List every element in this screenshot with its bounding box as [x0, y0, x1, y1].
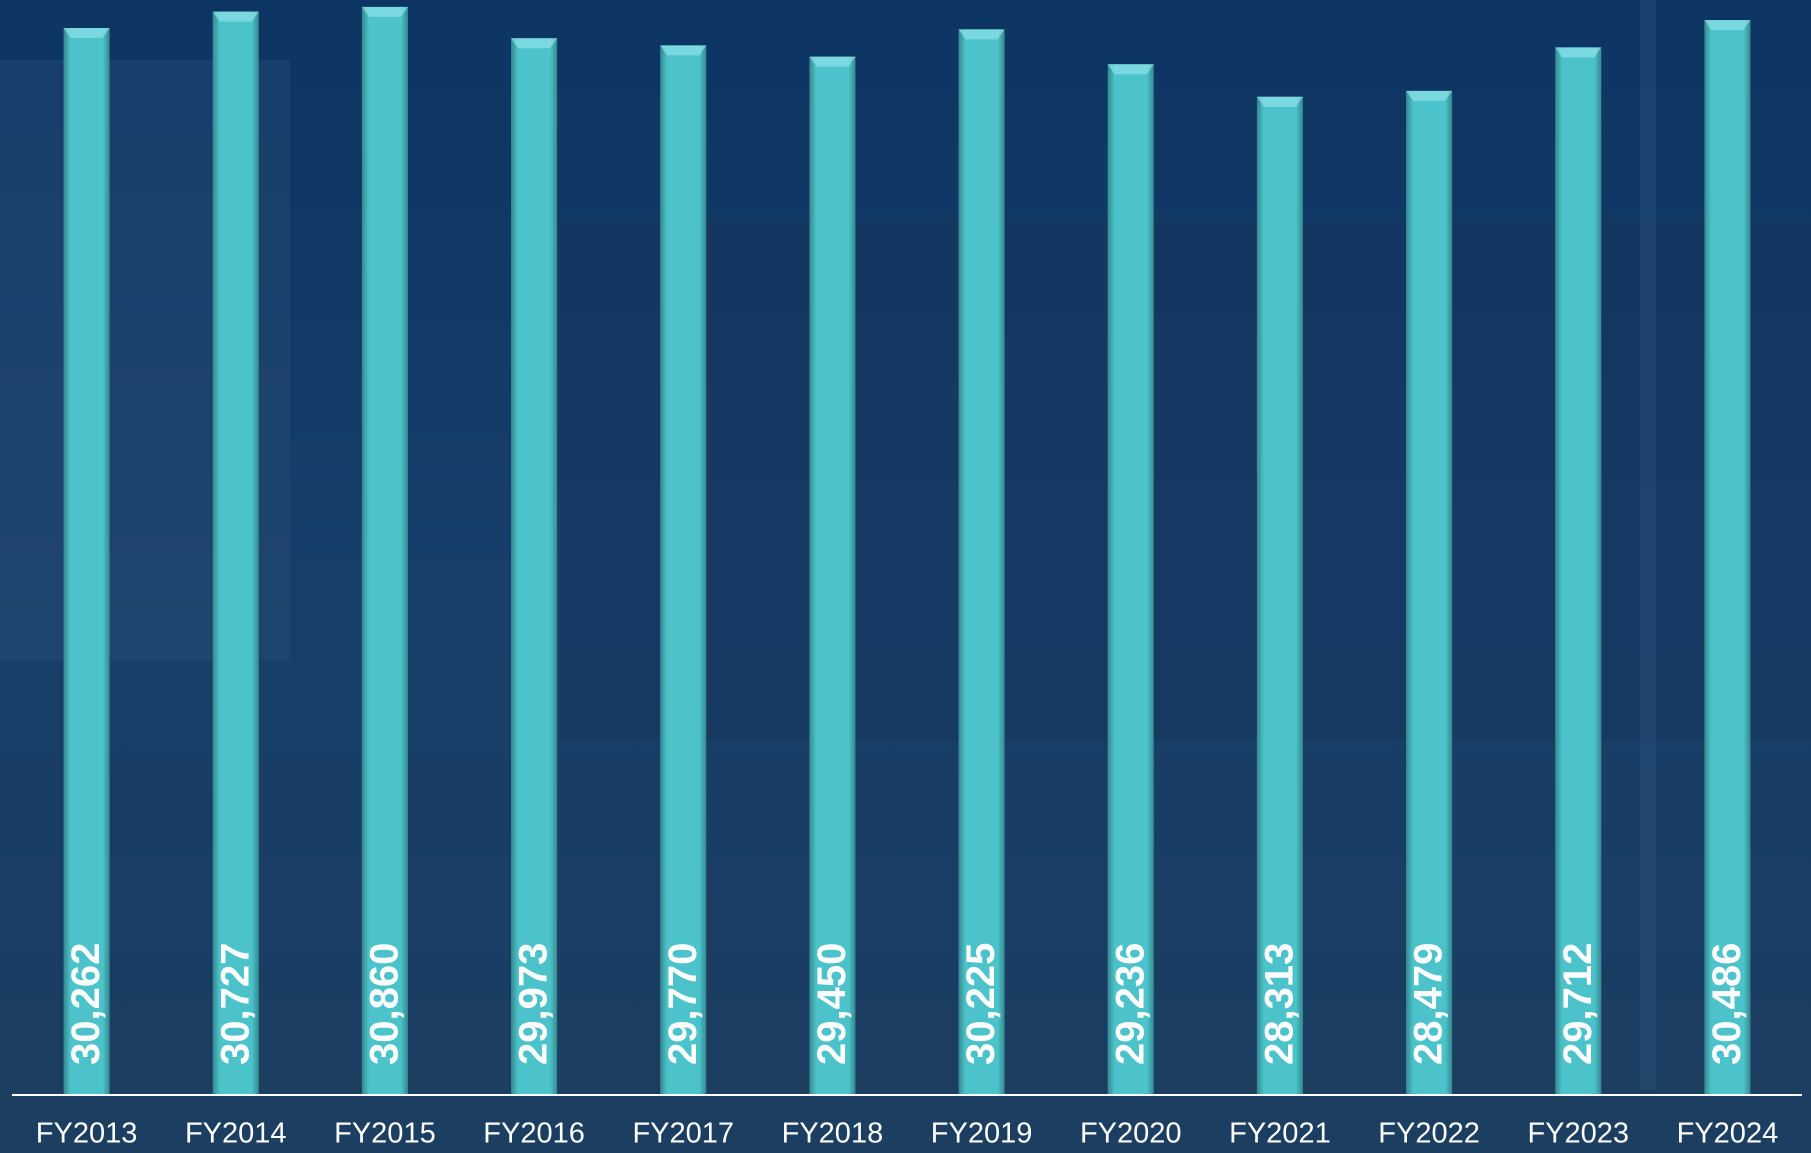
x-tick-label: FY2014 [185, 1118, 287, 1150]
x-tick-label: FY2013 [36, 1118, 138, 1150]
value-label: 30,727 [213, 943, 257, 1065]
x-tick-label: FY2020 [1080, 1118, 1182, 1150]
value-label: 29,450 [810, 943, 854, 1065]
x-tick-label: FY2017 [632, 1118, 734, 1150]
bar-shade [511, 38, 557, 1095]
bar-shade [213, 12, 259, 1095]
value-label: 29,712 [1556, 943, 1600, 1065]
x-tick-label: FY2018 [782, 1118, 884, 1150]
page: 30,262 FY2013 30,727 FY2014 30,860 FY2015 29,9… [0, 0, 1811, 1153]
value-label: 29,236 [1108, 943, 1152, 1065]
bar-bevel [660, 45, 706, 55]
bar-shade [660, 45, 706, 1095]
value-label: 28,313 [1257, 943, 1301, 1065]
bar-shade [1108, 64, 1154, 1095]
x-tick-label: FY2021 [1229, 1118, 1331, 1150]
chart: 30,262 FY2013 30,727 FY2014 30,860 FY2015 29,9… [0, 0, 1811, 1153]
value-label: 29,973 [512, 943, 556, 1065]
x-tick-label: FY2019 [931, 1118, 1033, 1150]
value-label: 30,486 [1705, 943, 1749, 1065]
x-tick-label: FY2024 [1677, 1118, 1779, 1150]
bar-shade [362, 7, 408, 1095]
bar-shade [64, 28, 110, 1095]
bar-bevel [213, 12, 259, 22]
value-label: 28,479 [1407, 943, 1451, 1065]
bar-shade [959, 29, 1005, 1095]
bar-bevel [511, 38, 557, 48]
background-pole [1640, 0, 1656, 1090]
bar-bevel [959, 29, 1005, 39]
x-tick-label: FY2023 [1527, 1118, 1629, 1150]
bar-shade [1555, 47, 1601, 1095]
value-label: 30,860 [362, 943, 406, 1065]
value-label: 29,770 [661, 943, 705, 1065]
bar-bevel [64, 28, 110, 38]
bar-bevel [1257, 97, 1303, 107]
x-tick-label: FY2015 [334, 1118, 436, 1150]
value-label: 30,225 [959, 943, 1003, 1065]
bar-shade [809, 57, 855, 1095]
bar-shade [1704, 20, 1750, 1095]
bar-bevel [1555, 47, 1601, 57]
bar-bevel [1108, 64, 1154, 74]
x-tick-label: FY2016 [483, 1118, 585, 1150]
background-building [560, 220, 1811, 740]
bar-bevel [809, 57, 855, 67]
bar-bevel [362, 7, 408, 17]
value-label: 30,262 [64, 943, 108, 1065]
bar-bevel [1406, 91, 1452, 101]
bar-bevel [1704, 20, 1750, 30]
x-tick-label: FY2022 [1378, 1118, 1480, 1150]
